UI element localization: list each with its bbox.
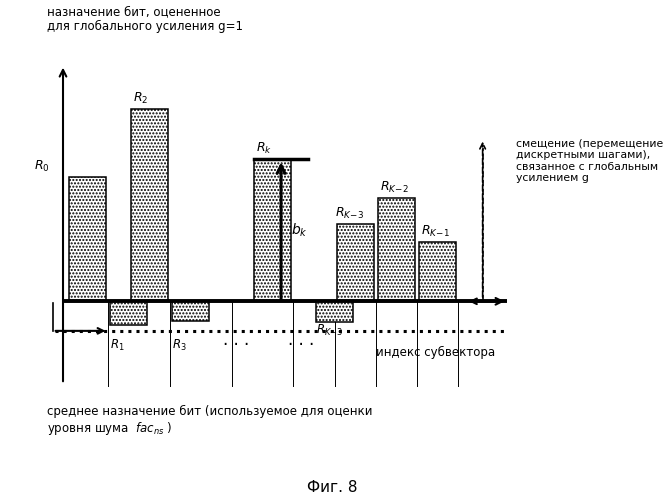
Bar (419, 242, 456, 302)
Bar (131, 109, 168, 302)
Bar (69, 177, 106, 302)
Text: . . .: . . . (289, 330, 315, 348)
Text: назначение бит, оцененное
для глобального усиления g=1: назначение бит, оцененное для глобальног… (47, 5, 243, 33)
Bar (110, 302, 148, 325)
Text: Фиг. 8: Фиг. 8 (307, 480, 358, 495)
Text: $R_{K\!-\!2}$: $R_{K\!-\!2}$ (380, 180, 409, 195)
Bar (254, 160, 291, 302)
Text: индекс субвектора: индекс субвектора (376, 346, 495, 358)
Text: среднее назначение бит (используемое для оценки
уровня шума  $fac_{ns}$ ): среднее назначение бит (используемое для… (47, 405, 372, 438)
Bar (336, 224, 374, 302)
Text: $R_{K\!-\!3}$: $R_{K\!-\!3}$ (334, 206, 364, 222)
Text: $R_{K\!-\!3}$: $R_{K\!-\!3}$ (316, 324, 344, 338)
Text: $R_1$: $R_1$ (110, 338, 125, 353)
Text: $R_k$: $R_k$ (257, 142, 273, 156)
Text: . . .: . . . (223, 330, 249, 348)
Bar (316, 302, 353, 322)
Bar (172, 302, 209, 320)
Text: $R_{K\!-\!1}$: $R_{K\!-\!1}$ (421, 224, 450, 239)
Text: смещение (перемещение
дискретными шагами),
связанное с глобальным
усилением g: смещение (перемещение дискретными шагами… (515, 138, 663, 184)
Bar (378, 198, 415, 302)
Text: $R_3$: $R_3$ (172, 338, 187, 353)
Text: $b_k$: $b_k$ (291, 222, 308, 239)
Text: $R_0$: $R_0$ (34, 159, 50, 174)
Text: $R_2$: $R_2$ (133, 91, 148, 106)
